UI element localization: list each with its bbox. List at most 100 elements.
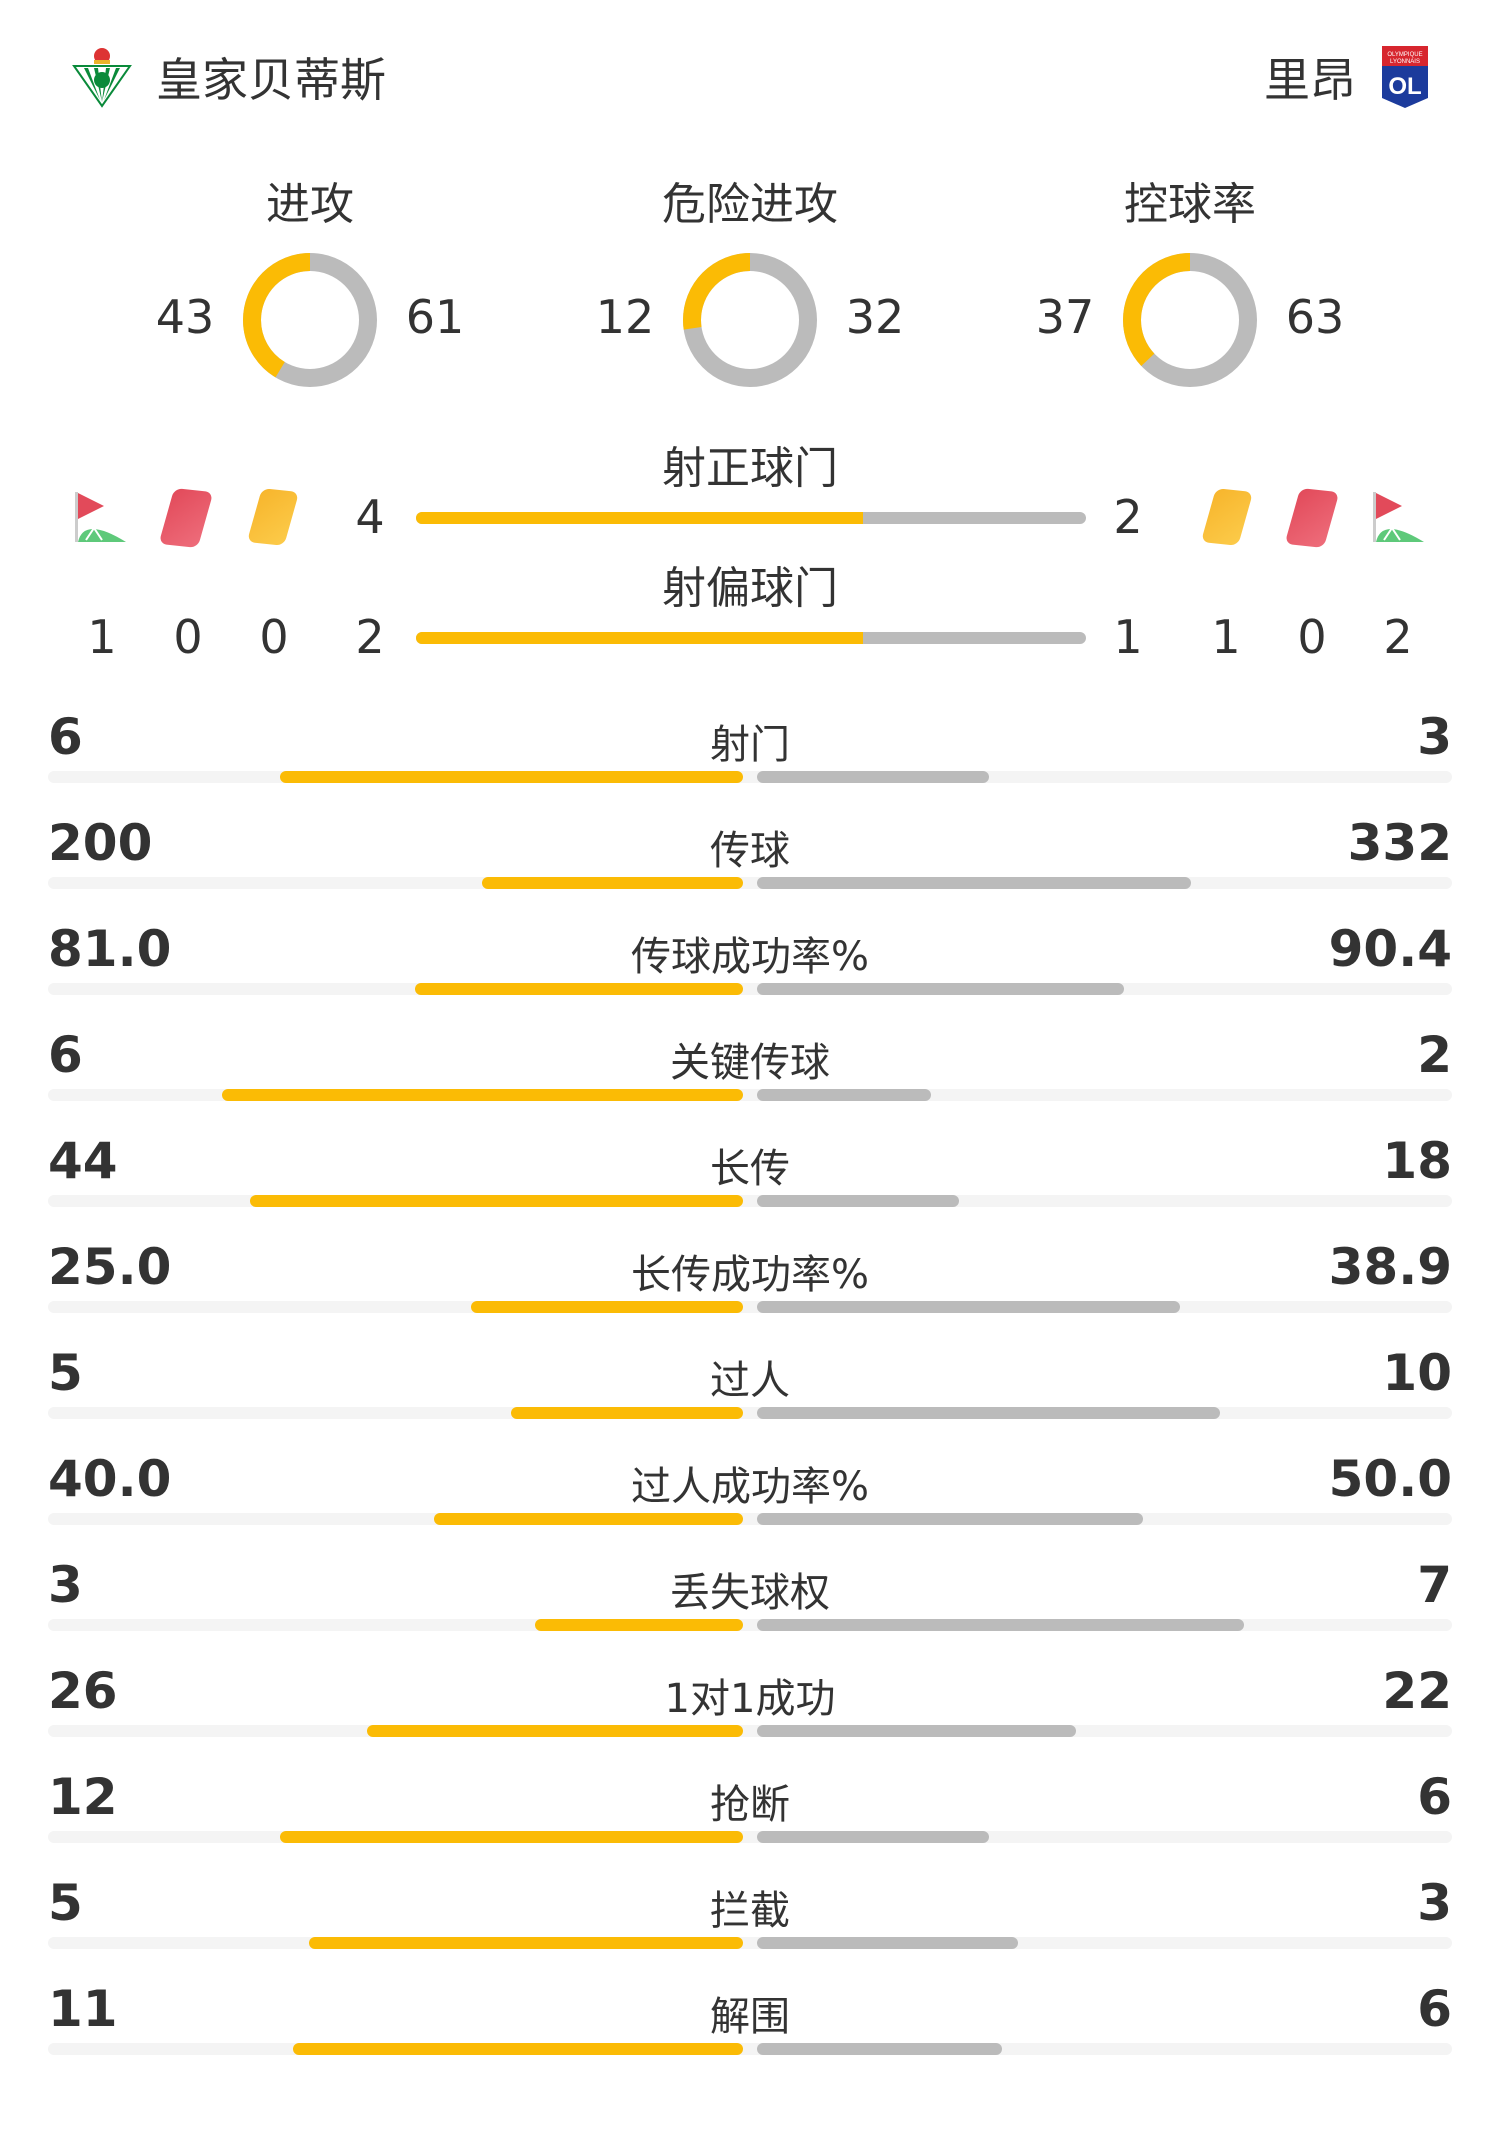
donut-title: 危险进攻 xyxy=(662,179,838,230)
olympique-lyonnais-logo: OLYMPIQUE LYONNAIS OL xyxy=(1382,46,1428,108)
stat-away-value: 332 xyxy=(1347,814,1452,872)
stat-home-value: 44 xyxy=(48,1132,118,1190)
away-yellow-cards: 1 xyxy=(1211,610,1241,664)
donut-chart xyxy=(1123,253,1257,387)
stat-away-value: 7 xyxy=(1417,1556,1452,1614)
stat-row: 26 1对1成功 22 xyxy=(0,1662,1500,1768)
stat-home-bar xyxy=(221,1089,743,1101)
stat-row: 25.0 长传成功率% 38.9 xyxy=(0,1238,1500,1344)
stat-row: 40.0 过人成功率% 50.0 xyxy=(0,1450,1500,1556)
donut-home-value: 37 xyxy=(1035,290,1095,344)
yellow-card-icon xyxy=(246,488,300,546)
svg-text:LYONNAIS: LYONNAIS xyxy=(1390,59,1420,65)
shots_on-home-bar xyxy=(416,512,863,524)
donut-home-value: 43 xyxy=(155,290,215,344)
stat-label: 长传成功率% xyxy=(630,1252,869,1298)
donut-home-value: 12 xyxy=(595,290,655,344)
stat-row: 12 抢断 6 xyxy=(0,1768,1500,1874)
donut-away-value: 61 xyxy=(405,290,465,344)
stat-away-value: 6 xyxy=(1417,1980,1452,2038)
stat-home-bar xyxy=(293,2043,743,2055)
stat-home-value: 26 xyxy=(48,1662,118,1720)
stat-away-value: 38.9 xyxy=(1328,1238,1452,1296)
away-red-cards: 0 xyxy=(1297,610,1327,664)
stat-home-bar xyxy=(249,1195,743,1207)
home-red-cards: 0 xyxy=(173,610,203,664)
stat-track xyxy=(48,877,1452,889)
stat-home-value: 5 xyxy=(48,1874,83,1932)
away-team-name: 里昂 xyxy=(1264,53,1356,107)
stat-away-bar xyxy=(757,1831,989,1843)
stat-away-value: 50.0 xyxy=(1328,1450,1452,1508)
stat-away-value: 3 xyxy=(1417,1874,1452,1932)
stat-home-value: 25.0 xyxy=(48,1238,172,1296)
stat-home-value: 6 xyxy=(48,708,83,766)
stat-home-bar xyxy=(471,1301,743,1313)
home-shots-off: 2 xyxy=(355,610,385,664)
stat-row: 81.0 传球成功率% 90.4 xyxy=(0,920,1500,1026)
donut-away-value: 32 xyxy=(845,290,905,344)
away-team[interactable]: 里昂 OLYMPIQUE LYONNAIS OL xyxy=(1264,44,1430,110)
stat-home-bar xyxy=(534,1619,743,1631)
stat-away-bar xyxy=(757,1619,1244,1631)
stat-label: 抢断 xyxy=(710,1782,790,1828)
stat-row: 11 解围 6 xyxy=(0,1980,1500,2086)
svg-text:OLYMPIQUE: OLYMPIQUE xyxy=(1387,52,1422,58)
stat-track xyxy=(48,1831,1452,1843)
stat-away-value: 10 xyxy=(1382,1344,1452,1402)
stat-row: 44 长传 18 xyxy=(0,1132,1500,1238)
away-shots-on: 2 xyxy=(1113,490,1143,544)
stat-away-value: 18 xyxy=(1382,1132,1452,1190)
stat-track xyxy=(48,1513,1452,1525)
donut-away-value: 63 xyxy=(1285,290,1345,344)
stat-label: 传球成功率% xyxy=(630,934,869,980)
donut-home-arc xyxy=(683,253,817,387)
shots_off-home-bar xyxy=(416,632,863,644)
donut-chart xyxy=(683,253,817,387)
donut-title: 进攻 xyxy=(266,179,354,230)
donut-title: 控球率 xyxy=(1124,179,1256,230)
stat-home-value: 200 xyxy=(48,814,153,872)
red-card-icon xyxy=(158,488,214,548)
stat-home-bar xyxy=(308,1937,743,1949)
donut-home-arc xyxy=(243,253,377,387)
stat-away-bar xyxy=(757,2043,1003,2055)
stat-home-value: 6 xyxy=(48,1026,83,1084)
stat-away-value: 90.4 xyxy=(1328,920,1452,978)
stat-track xyxy=(48,1725,1452,1737)
stat-track xyxy=(48,771,1452,783)
corner-flag-icon xyxy=(75,492,126,542)
stat-home-bar xyxy=(511,1407,743,1419)
stat-row: 5 拦截 3 xyxy=(0,1874,1500,1980)
stat-track xyxy=(48,1407,1452,1419)
stat-track xyxy=(48,1301,1452,1313)
stat-away-bar xyxy=(757,1937,1018,1949)
home-team[interactable]: 皇家贝蒂斯 xyxy=(70,44,386,110)
stat-away-bar xyxy=(757,877,1191,889)
stat-away-value: 6 xyxy=(1417,1768,1452,1826)
red-card-icon xyxy=(1284,488,1340,548)
home-yellow-cards: 0 xyxy=(259,610,289,664)
stat-label: 解围 xyxy=(710,1994,790,2040)
stat-home-value: 11 xyxy=(48,1980,118,2038)
stat-track xyxy=(48,983,1452,995)
stat-row: 6 射门 3 xyxy=(0,708,1500,814)
stat-label: 长传 xyxy=(710,1146,790,1192)
stat-away-value: 3 xyxy=(1417,708,1452,766)
donut-home-arc xyxy=(1123,253,1257,387)
stat-away-bar xyxy=(757,1513,1144,1525)
real-betis-logo xyxy=(72,48,132,108)
stat-label: 过人 xyxy=(710,1358,790,1404)
stat-away-bar xyxy=(757,1089,931,1101)
stat-label: 1对1成功 xyxy=(664,1676,836,1722)
stat-label: 关键传球 xyxy=(670,1040,830,1086)
stat-home-bar xyxy=(434,1513,743,1525)
stat-home-bar xyxy=(279,771,743,783)
stat-label: 丢失球权 xyxy=(670,1570,830,1616)
home-team-name: 皇家贝蒂斯 xyxy=(156,53,386,107)
stat-home-bar xyxy=(414,983,743,995)
stat-track xyxy=(48,1937,1452,1949)
stat-label: 拦截 xyxy=(710,1888,790,1934)
stat-away-bar xyxy=(757,1407,1221,1419)
stat-home-bar xyxy=(481,877,743,889)
